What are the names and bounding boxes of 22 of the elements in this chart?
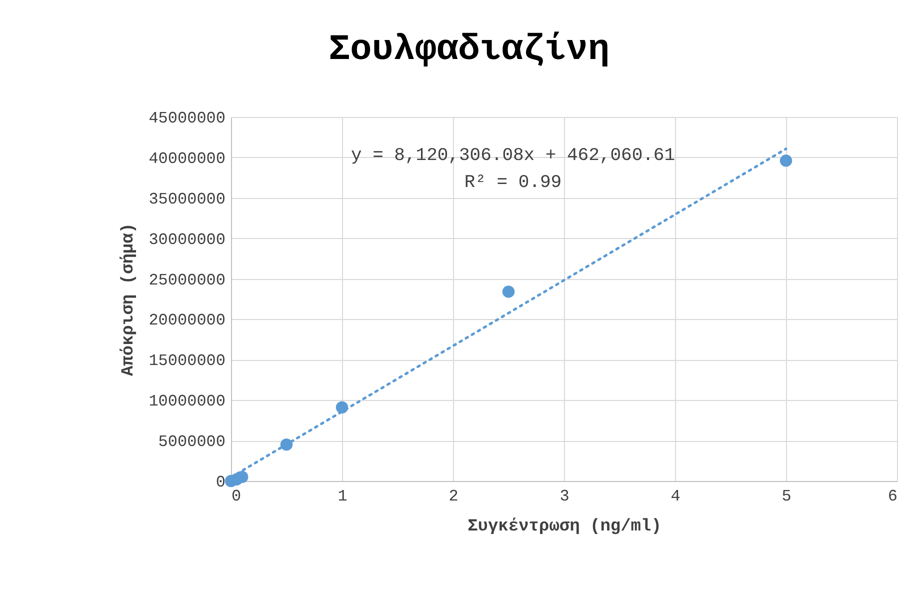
x-tick-label: 4 (670, 488, 680, 506)
chart-title: Σουλφαδιαζίνη (328, 29, 610, 70)
x-tick-label: 6 (888, 488, 898, 506)
y-tick-label: 35000000 (148, 190, 226, 208)
y-tick-label: 0 (216, 474, 226, 492)
x-tick-label: 2 (448, 488, 458, 506)
y-tick-label: 30000000 (148, 230, 226, 249)
x-tick-label: 3 (560, 488, 570, 506)
y-tick-label: 40000000 (148, 150, 226, 168)
x-tick-label: 0 (232, 488, 242, 506)
y-tick-label: 5000000 (158, 433, 226, 452)
y-tick-label: 15000000 (148, 352, 226, 370)
x-axis-title: Συγκέντρωση (ng/ml) (468, 518, 662, 536)
y-tick-label: 25000000 (148, 271, 226, 290)
annotation: R² = 0.99 (464, 173, 562, 193)
x-tick-label: 1 (338, 488, 348, 506)
y-axis-title: Απόκριση (σήμα) (120, 222, 139, 376)
y-tick-label: 45000000 (148, 110, 226, 128)
y-tick-label: 10000000 (148, 392, 226, 411)
x-tick-label: 5 (782, 488, 792, 506)
y-tick-label: 20000000 (148, 312, 226, 330)
annotation: y = 8,120,306.08x + 462,060.61 (350, 146, 676, 166)
